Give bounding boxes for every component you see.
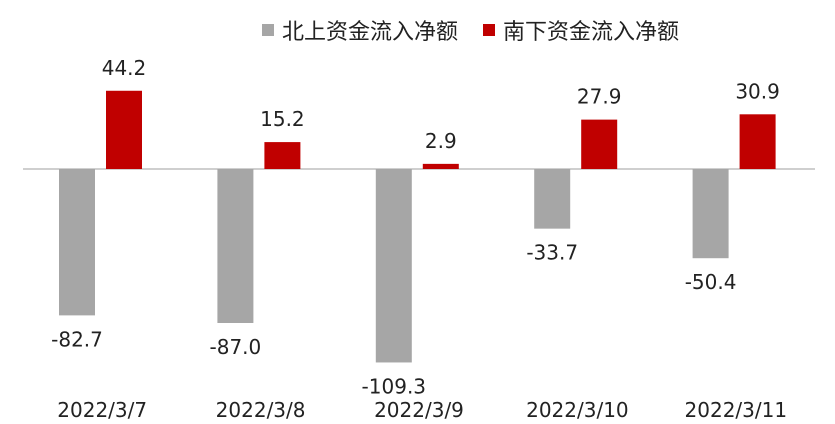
x-tick-label-4: 2022/3/11 <box>685 398 788 422</box>
bar-south-2 <box>422 163 459 169</box>
legend-swatch-north <box>262 24 274 36</box>
legend-item-south: 南下资金流入净额 <box>483 14 679 46</box>
bar-north-1 <box>217 169 254 323</box>
data-label-north-2: -109.3 <box>362 374 426 398</box>
bar-south-3 <box>581 119 618 169</box>
x-tick-label-3: 2022/3/10 <box>526 398 629 422</box>
data-label-north-3: -33.7 <box>526 241 578 265</box>
x-tick-label-2: 2022/3/9 <box>374 398 464 422</box>
x-tick-label-1: 2022/3/8 <box>216 398 306 422</box>
bar-south-4 <box>739 114 776 169</box>
bar-north-0 <box>59 169 95 316</box>
legend: 北上资金流入净额 南下资金流入净额 <box>0 14 835 46</box>
bar-south-0 <box>106 90 142 169</box>
data-label-north-0: -82.7 <box>51 327 103 351</box>
data-label-south-3: 27.9 <box>577 85 622 109</box>
legend-label-south: 南下资金流入净额 <box>503 20 680 45</box>
bar-north-4 <box>692 169 729 259</box>
bar-south-1 <box>264 142 301 169</box>
data-label-north-1: -87.0 <box>210 335 262 359</box>
bar-north-2 <box>375 169 412 363</box>
data-label-south-1: 15.2 <box>260 107 305 131</box>
legend-label-north: 北上资金流入净额 <box>282 20 459 45</box>
legend-item-north: 北上资金流入净额 <box>262 14 458 46</box>
data-label-south-4: 30.9 <box>735 79 780 103</box>
data-label-south-2: 2.9 <box>425 129 457 153</box>
data-label-north-4: -50.4 <box>685 270 737 294</box>
bar-north-3 <box>534 169 571 229</box>
data-label-south-0: 44.2 <box>102 56 147 80</box>
legend-swatch-south <box>483 24 495 36</box>
x-tick-label-0: 2022/3/7 <box>57 398 147 422</box>
